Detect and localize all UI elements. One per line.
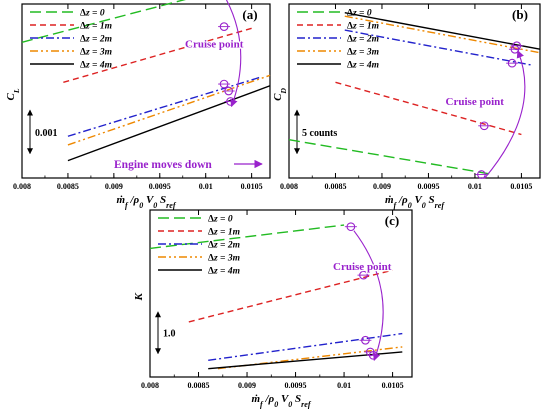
series-line-1 (335, 81, 522, 136)
chart-panel-0: 0.008 0.0085 0.009 0.0095 0.01 0.0105 ṁf /ρ0 V… (5, 0, 271, 210)
cruise-point-arrow (484, 50, 526, 179)
x-tick-label: 0.009 (238, 381, 256, 390)
cruise-point-arrow (225, 0, 242, 108)
legend-label-1: Δz = 1m (208, 228, 240, 238)
series-line-4 (67, 85, 271, 162)
series-line-1 (63, 27, 252, 83)
x-tick-label: 0.0085 (57, 182, 79, 191)
legend-label-4: Δz = 4m (347, 61, 379, 71)
legend-label-0: Δz = 0 (208, 215, 233, 225)
legend-label-1: Δz = 1m (80, 22, 112, 32)
cruise-point-annotation: Cruise point (185, 39, 244, 51)
series-line-3 (344, 15, 541, 54)
x-tick-label: 0.01 (199, 182, 213, 191)
legend-label-2: Δz = 2m (347, 35, 379, 45)
panel-label: (a) (242, 7, 257, 22)
x-tick-label: 0.01 (468, 182, 482, 191)
plot-frame (21, 3, 271, 179)
x-tick-label: 0.0095 (149, 182, 171, 191)
series-line-4 (344, 12, 541, 50)
scale-bar-label: 1.0 (163, 329, 176, 340)
legend-label-3: Δz = 3m (347, 48, 379, 58)
legend-label-0: Δz = 0 (347, 9, 372, 19)
panel-label: (c) (385, 213, 399, 228)
plot-frame (149, 209, 413, 378)
x-tick-label: 0.0095 (285, 381, 307, 390)
legend-label-3: Δz = 3m (208, 254, 240, 264)
x-tick-label: 0.0085 (188, 381, 210, 390)
legend-label-0: Δz = 0 (80, 9, 105, 19)
legend-label-2: Δz = 2m (80, 35, 112, 45)
plot-frame (288, 3, 541, 179)
panel-label: (b) (512, 7, 528, 22)
x-axis-label: ṁf /ρ0 V0 Sref (385, 194, 445, 210)
y-axis-label: CD (272, 88, 288, 101)
x-tick-label: 0.009 (373, 182, 391, 191)
x-tick-label: 0.0095 (417, 182, 439, 191)
y-axis-label: CL (5, 88, 21, 100)
series-line-3 (217, 346, 403, 370)
cruise-point-arrow (353, 230, 384, 362)
legend-label-2: Δz = 2m (208, 241, 240, 251)
x-tick-label: 0.0085 (324, 182, 346, 191)
engine-moves-down-annotation: Engine moves down (114, 159, 212, 171)
cruise-point-annotation: Cruise point (333, 261, 392, 273)
x-tick-label: 0.0105 (510, 182, 532, 191)
x-tick-label: 0.008 (141, 381, 159, 390)
series-line-2 (208, 332, 403, 361)
x-tick-label: 0.009 (105, 182, 123, 191)
y-axis-label: K (133, 293, 145, 302)
legend-label-3: Δz = 3m (80, 48, 112, 58)
chart-panel-2: 0.008 0.0085 0.009 0.0095 0.01 0.0105 ṁf /ρ0 V… (133, 209, 413, 409)
series-line-0 (288, 139, 494, 176)
legend-label-4: Δz = 4m (208, 267, 240, 277)
series-line-0 (21, 0, 186, 43)
x-tick-label: 0.0105 (241, 182, 263, 191)
series-line-0 (149, 224, 345, 250)
x-tick-label: 0.01 (337, 381, 351, 390)
x-axis-label: ṁf /ρ0 V0 Sref (116, 194, 176, 210)
x-tick-label: 0.0105 (382, 381, 404, 390)
x-axis-label: ṁf /ρ0 V0 Sref (251, 393, 311, 409)
scale-bar-label: 0.001 (35, 128, 58, 139)
series-line-1 (188, 269, 393, 323)
legend-label-4: Δz = 4m (80, 61, 112, 71)
chart-panel-1: 0.008 0.0085 0.009 0.0095 0.01 0.0105 ṁf /ρ0 V… (272, 3, 541, 210)
legend-label-1: Δz = 1m (347, 22, 379, 32)
cruise-point-annotation: Cruise point (446, 96, 505, 108)
x-tick-label: 0.008 (280, 182, 298, 191)
scale-bar-label: 5 counts (302, 128, 337, 139)
series-line-2 (67, 76, 262, 137)
x-tick-label: 0.008 (13, 182, 31, 191)
series-line-3 (67, 74, 271, 146)
